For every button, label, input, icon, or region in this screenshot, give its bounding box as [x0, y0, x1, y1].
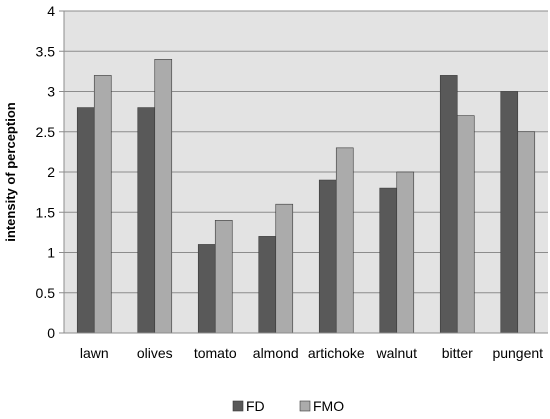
y-tick-label: 1.5 — [36, 204, 56, 220]
y-tick-label: 3 — [47, 84, 55, 100]
x-tick-label: olives — [137, 345, 173, 361]
legend-swatch-fmo — [299, 400, 311, 412]
y-tick-label: 0.5 — [36, 285, 56, 301]
y-tick-label: 0 — [47, 325, 55, 341]
x-tick-label: artichoke — [308, 345, 365, 361]
bars — [76, 58, 536, 334]
bar-fd-bitter — [439, 75, 458, 334]
bar-fmo-bitter — [456, 115, 475, 334]
bar-fmo-tomato — [214, 220, 233, 334]
y-tick-label: 1 — [47, 245, 55, 261]
x-tick-label: tomato — [194, 345, 237, 361]
bar-fmo-pungent — [517, 131, 536, 334]
y-tick-label: 4 — [47, 3, 55, 19]
bar-fd-pungent — [500, 91, 519, 334]
bar-fd-lawn — [76, 107, 95, 334]
y-tick-label: 2.5 — [36, 124, 56, 140]
legend: FD FMO — [232, 398, 344, 414]
y-axis-label: intensity of perception — [3, 102, 18, 241]
bar-fd-almond — [258, 236, 277, 334]
legend-swatch-fd — [232, 400, 244, 412]
y-tick-label: 2 — [47, 164, 55, 180]
x-tick-label: almond — [253, 345, 299, 361]
y-tick-label: 3.5 — [36, 43, 56, 59]
x-tick-label: bitter — [442, 345, 473, 361]
x-tick-label: lawn — [80, 345, 109, 361]
bar-fmo-almond — [275, 203, 294, 334]
bar-fd-walnut — [379, 187, 398, 334]
axes — [63, 11, 548, 334]
legend-label-fd: FD — [246, 398, 265, 414]
y-tick-labels: 0 0.5 1 1.5 2 2.5 3 3.5 4 — [36, 3, 56, 341]
x-tick-label: walnut — [376, 345, 418, 361]
bar-fmo-lawn — [93, 75, 112, 334]
bar-fd-tomato — [197, 244, 216, 334]
legend-label-fmo: FMO — [313, 398, 344, 414]
bar-fd-olives — [137, 107, 156, 334]
bar-fmo-artichoke — [335, 147, 354, 334]
bar-fd-artichoke — [318, 179, 337, 334]
bar-fmo-walnut — [396, 171, 415, 334]
x-tick-labels: lawn olives tomato almond artichoke walnut bit… — [80, 345, 543, 361]
x-tick-label: pungent — [492, 345, 543, 361]
bar-fmo-olives — [154, 58, 173, 334]
